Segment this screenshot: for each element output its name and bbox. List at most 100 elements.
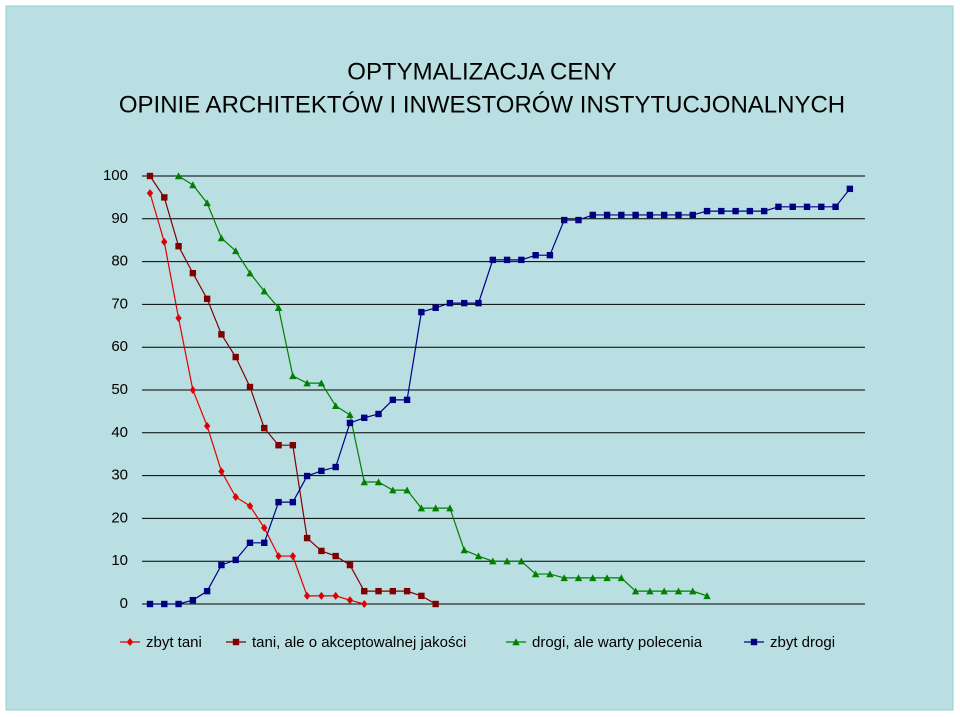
- data-point: [532, 251, 539, 259]
- data-point: [217, 234, 226, 242]
- data-point: [403, 486, 411, 494]
- data-point: [361, 587, 368, 595]
- data-point: [261, 523, 268, 532]
- y-tick-label: 30: [111, 467, 128, 484]
- legend-marker: [126, 638, 134, 646]
- data-point: [518, 256, 525, 264]
- data-point: [546, 570, 554, 578]
- data-point: [303, 534, 311, 542]
- data-point: [346, 596, 354, 605]
- data-point: [303, 591, 311, 600]
- data-point: [346, 419, 354, 427]
- data-point: [818, 203, 825, 211]
- data-point: [403, 396, 411, 404]
- data-point: [346, 411, 354, 419]
- data-point: [389, 587, 397, 595]
- data-point: [618, 211, 625, 219]
- data-point: [575, 216, 582, 224]
- data-point: [232, 493, 239, 501]
- y-tick-label: 80: [111, 253, 128, 270]
- data-point: [531, 570, 540, 578]
- data-point: [218, 467, 225, 476]
- data-point: [517, 557, 526, 565]
- data-point: [460, 546, 468, 554]
- data-point: [174, 172, 183, 180]
- data-point: [389, 486, 397, 494]
- data-point: [446, 504, 454, 512]
- data-point: [389, 396, 397, 404]
- data-point: [403, 587, 411, 595]
- legend-marker: [232, 638, 240, 646]
- data-point: [331, 402, 340, 410]
- data-point: [632, 211, 639, 219]
- chart-subtitle: OPINIE ARCHITEKTÓW I INWESTORÓW INSTYTUC…: [119, 91, 845, 118]
- data-point: [646, 211, 654, 219]
- data-point: [189, 269, 197, 277]
- legend-label: tani, ale o akceptowalnej jakości: [252, 634, 466, 651]
- data-point: [446, 299, 454, 307]
- data-point: [189, 181, 197, 189]
- data-point: [203, 199, 211, 207]
- data-point: [503, 557, 511, 565]
- data-point: [318, 591, 325, 600]
- data-point: [161, 237, 168, 246]
- data-point: [189, 596, 197, 604]
- data-point: [617, 574, 626, 582]
- data-point: [289, 442, 297, 449]
- data-point: [846, 185, 854, 193]
- data-point: [218, 331, 225, 338]
- data-point: [318, 547, 325, 555]
- data-point: [631, 587, 640, 595]
- data-point: [489, 557, 497, 565]
- data-point: [603, 211, 611, 219]
- data-point: [146, 172, 154, 180]
- chart-background: [5, 5, 954, 711]
- data-point: [475, 299, 482, 307]
- legend-label: zbyt drogi: [770, 634, 835, 651]
- data-point: [289, 498, 297, 506]
- data-point: [289, 552, 297, 561]
- data-point: [261, 539, 268, 546]
- y-tick-label: 50: [111, 381, 128, 398]
- data-point: [660, 211, 668, 219]
- data-point: [231, 247, 240, 255]
- data-point: [760, 207, 768, 215]
- data-point: [375, 587, 382, 595]
- data-point: [161, 194, 168, 201]
- data-point: [789, 203, 796, 211]
- data-point: [246, 539, 254, 546]
- data-point: [674, 587, 683, 595]
- data-point: [461, 299, 468, 307]
- series-line: [149, 192, 365, 605]
- data-point: [218, 561, 225, 569]
- data-point: [832, 203, 839, 211]
- data-point: [175, 314, 182, 323]
- y-tick-label: 70: [111, 295, 128, 312]
- data-point: [432, 304, 439, 312]
- data-point: [161, 600, 168, 608]
- data-point: [232, 353, 239, 361]
- data-point: [675, 211, 682, 219]
- data-point: [560, 574, 568, 582]
- data-point: [561, 216, 568, 224]
- data-point: [232, 556, 239, 564]
- data-point: [175, 600, 182, 608]
- data-point: [146, 600, 154, 608]
- data-point: [361, 414, 368, 422]
- data-point: [732, 207, 739, 215]
- chart-title: OPTYMALIZACJA CENY: [347, 58, 616, 85]
- data-point: [489, 256, 496, 264]
- data-point: [431, 504, 440, 512]
- data-point: [318, 467, 325, 475]
- data-point: [260, 287, 268, 295]
- data-point: [360, 478, 368, 486]
- data-point: [332, 552, 339, 560]
- data-point: [346, 561, 354, 569]
- data-point: [317, 379, 326, 387]
- data-point: [418, 308, 425, 316]
- data-point: [175, 242, 182, 250]
- data-point: [289, 372, 297, 380]
- data-point: [603, 574, 611, 582]
- data-point: [189, 386, 197, 394]
- data-point: [703, 592, 711, 600]
